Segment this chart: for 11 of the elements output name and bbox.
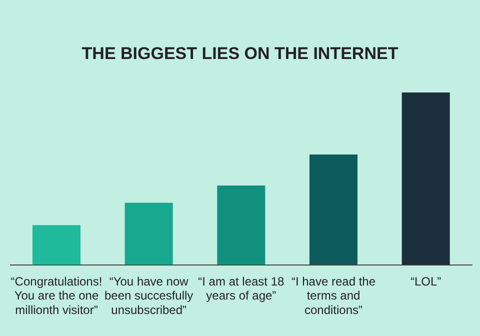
bar bbox=[402, 92, 450, 265]
x-tick-label: “You have now been succesfully unsubscribed” bbox=[104, 274, 194, 318]
x-tick-label: “LOL” bbox=[410, 274, 442, 288]
bar bbox=[124, 202, 173, 265]
bar bbox=[309, 154, 358, 265]
bar bbox=[32, 225, 80, 265]
bar bbox=[217, 185, 266, 265]
chart-title: THE BIGGEST LIES ON THE INTERNET bbox=[82, 44, 399, 63]
x-tick-label: “I am at least 18 years of age” bbox=[198, 274, 285, 303]
x-tick-label: “Congratulations! You are the one millionth visitor” bbox=[10, 274, 102, 318]
x-tick-label: “I have read the terms and conditions” bbox=[291, 274, 376, 318]
